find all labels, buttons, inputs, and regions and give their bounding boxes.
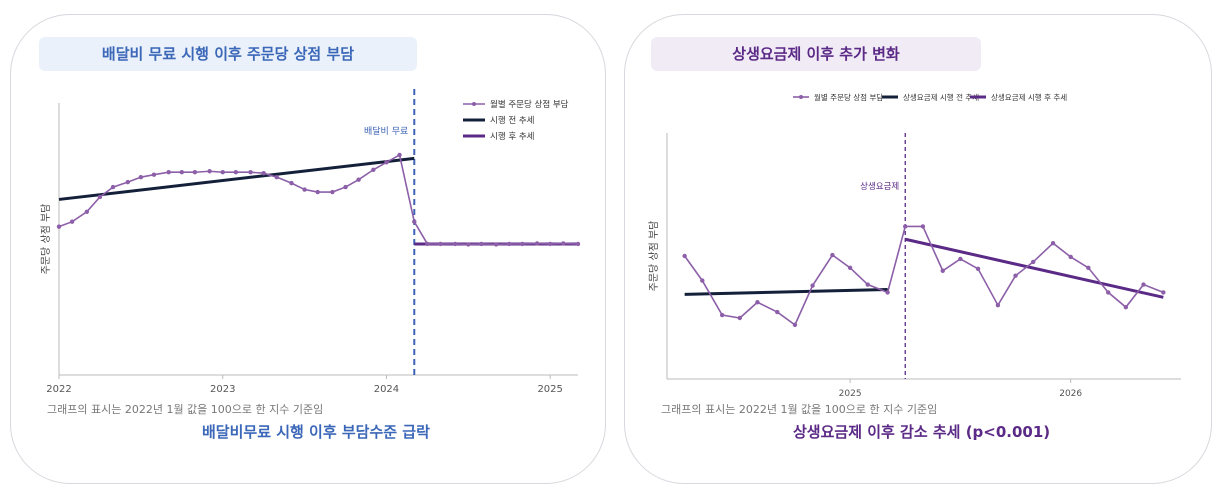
- data-point: [940, 268, 945, 273]
- data-point: [830, 252, 835, 258]
- data-point: [561, 241, 566, 246]
- pre-trend-line: [58, 156, 415, 201]
- data-point: [775, 309, 780, 315]
- x-tick-label: 2026: [1059, 389, 1082, 399]
- data-point: [1050, 241, 1056, 246]
- data-point: [920, 224, 926, 229]
- right-index-note: 그래프의 표시는 2022년 1월 값을 100으로 한 지수 기준임: [661, 403, 938, 416]
- left-caption: 배달비무료 시행 이후 부담수준 급락: [202, 423, 430, 441]
- pre-trend-line: [684, 287, 888, 296]
- data-point: [1013, 273, 1018, 278]
- legend-label: 상생요금제 시행 후 추세: [991, 92, 1067, 102]
- data-point: [958, 256, 963, 262]
- data-point: [1141, 282, 1146, 287]
- data-point: [315, 189, 320, 195]
- data-point: [151, 172, 157, 177]
- data-point: [330, 189, 335, 195]
- data-point: [547, 241, 553, 247]
- legend-label: 월별 주문당 상점 부담: [490, 99, 569, 110]
- data-point: [384, 160, 389, 165]
- data-point: [1161, 290, 1166, 295]
- left-index-note: 그래프의 표시는 2022년 1월 값을 100으로 한 지수 기준임: [47, 403, 324, 416]
- y-axis-label: 주문당 상점 부담: [648, 221, 660, 292]
- data-point: [534, 241, 540, 246]
- legend-marker: [472, 102, 476, 106]
- data-point: [975, 266, 981, 271]
- right-panel: 상생요금제 이후 추가 변화 주문당 상점 부담 2025 2026 상생요금제 월별 …: [624, 14, 1212, 484]
- data-point: [412, 219, 417, 224]
- data-point: [507, 241, 512, 247]
- post-trend-line: [904, 237, 1164, 299]
- x-tick-label: 2022: [46, 384, 71, 395]
- data-point: [425, 241, 430, 247]
- data-point: [220, 170, 225, 175]
- data-point: [166, 170, 171, 175]
- data-point: [479, 241, 484, 247]
- data-point: [719, 312, 725, 318]
- data-point: [207, 169, 212, 174]
- data-point: [847, 265, 853, 271]
- y-axis-label: 주문당 상점 부담: [40, 204, 52, 275]
- data-point: [453, 241, 458, 247]
- data-point: [179, 170, 184, 175]
- data-point: [261, 171, 266, 176]
- data-point: [810, 283, 815, 288]
- data-point: [97, 194, 103, 200]
- data-point: [110, 184, 116, 190]
- right-caption: 상생요금제 이후 감소 추세 (p<0.001): [793, 423, 1051, 441]
- left-panel-title: 배달비 무료 시행 이후 주문당 상점 부담: [39, 37, 417, 71]
- right-chart: 주문당 상점 부담 2025 2026 상생요금제 월별 주문당 상점 부담 상생요금제 …: [648, 92, 1181, 399]
- data-point: [69, 219, 75, 224]
- data-point: [1123, 304, 1129, 310]
- data-point: [1068, 254, 1073, 260]
- data-point: [1030, 259, 1036, 265]
- legend-label: 상생요금제 시행 전 추세: [903, 92, 979, 102]
- data-point: [1106, 290, 1111, 295]
- data-point: [233, 170, 239, 175]
- data-point: [397, 152, 402, 158]
- left-chart: 주문당 상점 부담 2022 2023 2024 2025 배달비 무료 월별 주문당 상점…: [40, 89, 581, 395]
- data-point: [885, 290, 890, 295]
- left-panel: 배달비 무료 시행 이후 주문당 상점 부담 주문당 상점 부담 2022 2023…: [10, 14, 606, 484]
- legend-label: 시행 전 추세: [490, 115, 535, 126]
- data-point: [138, 174, 144, 180]
- data-point: [466, 242, 471, 247]
- data-point: [192, 170, 198, 175]
- x-tick-label: 2024: [374, 384, 399, 395]
- data-point: [700, 278, 705, 283]
- right-panel-title: 상생요금제 이후 추가 변화: [651, 37, 981, 71]
- data-point: [865, 282, 870, 287]
- data-point: [520, 241, 525, 247]
- data-point: [792, 322, 798, 328]
- event-label: 상생요금제: [860, 181, 899, 192]
- data-point: [493, 242, 499, 247]
- legend-label: 시행 후 추세: [490, 131, 535, 142]
- legend-marker: [799, 95, 803, 99]
- data-point: [755, 300, 760, 305]
- data-point: [995, 303, 1001, 308]
- data-point: [903, 224, 908, 229]
- observed-series-line: [683, 225, 1164, 327]
- data-point: [438, 241, 443, 247]
- event-label: 배달비 무료: [364, 125, 408, 137]
- data-point: [274, 174, 279, 180]
- x-tick-label: 2025: [537, 384, 562, 395]
- data-point: [56, 224, 62, 229]
- data-point: [289, 180, 294, 186]
- data-point: [343, 184, 348, 190]
- data-point: [682, 253, 687, 259]
- data-point: [737, 315, 742, 321]
- data-point: [125, 179, 130, 185]
- legend-label: 월별 주문당 상점 부담: [814, 92, 883, 102]
- data-point: [248, 170, 253, 175]
- data-point: [302, 187, 307, 192]
- data-point: [1086, 265, 1091, 271]
- x-tick-label: 2023: [210, 384, 235, 395]
- data-point: [371, 167, 376, 172]
- x-tick-label: 2025: [839, 389, 862, 399]
- data-point: [575, 241, 581, 247]
- data-point: [356, 177, 361, 182]
- data-point: [84, 209, 90, 214]
